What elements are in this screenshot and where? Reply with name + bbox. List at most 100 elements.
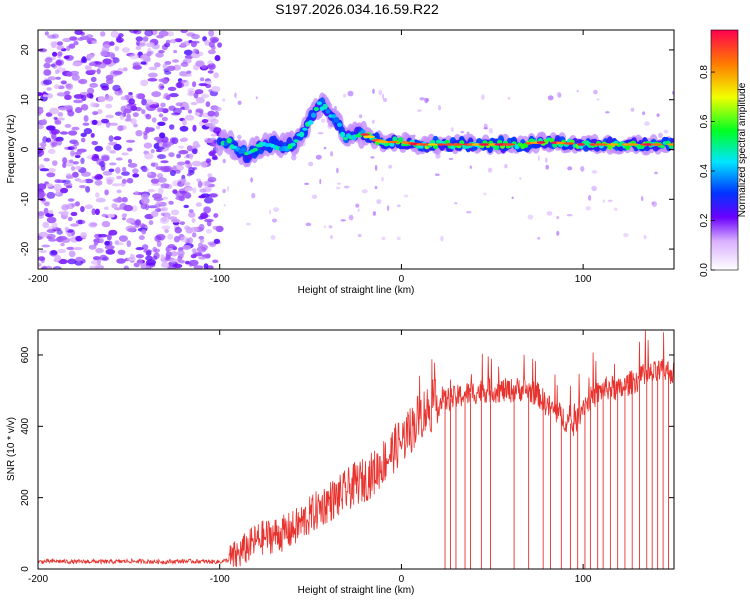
spectrogram-noise-cell bbox=[184, 160, 191, 165]
spectrogram-noise-cell bbox=[72, 62, 82, 67]
spectrogram-noise-cell bbox=[72, 161, 79, 165]
spectrogram-noise-cell bbox=[92, 111, 99, 116]
spectrogram-noise-cell bbox=[138, 40, 146, 47]
spectrogram-noise-cell bbox=[109, 162, 117, 166]
spectrogram-noise-cell bbox=[158, 83, 165, 91]
spectrogram-noise-cell bbox=[177, 249, 185, 257]
spectrogram-noise-cell bbox=[135, 254, 144, 259]
spectrogram-noise-cell bbox=[160, 254, 165, 260]
colorbar-frame bbox=[710, 29, 739, 271]
spectrogram-noise-cell bbox=[56, 45, 65, 51]
spectrogram-noise-cell bbox=[80, 232, 87, 239]
spectrogram-noise-cell bbox=[371, 119, 375, 124]
spectrogram-noise-cell bbox=[95, 197, 106, 203]
spectrogram-noise-cell bbox=[100, 31, 106, 37]
spectrogram-ridge-peak bbox=[471, 143, 483, 146]
spectrogram-noise-cell bbox=[173, 49, 178, 54]
spectrogram-noise-cell bbox=[74, 154, 81, 159]
spectrogram-noise-cell bbox=[87, 40, 92, 45]
spectrogram-noise-cell bbox=[120, 96, 127, 100]
spectrogram-noise-cell bbox=[147, 78, 158, 82]
spectrogram-noise-cell bbox=[165, 39, 171, 45]
spectrogram-ridge-peak bbox=[577, 143, 585, 146]
spectrogram-ridge-cell bbox=[340, 131, 346, 138]
spectrogram-noise-cell bbox=[57, 51, 63, 57]
spectrogram-noise-cell bbox=[90, 40, 98, 45]
spectrogram-noise-cell bbox=[205, 229, 212, 234]
spectrogram-noise-cell bbox=[93, 241, 98, 246]
spectrogram-noise-cell bbox=[91, 140, 98, 146]
spectrogram-noise-cell bbox=[135, 45, 142, 51]
spectrogram-noise-cell bbox=[656, 113, 660, 118]
spectrogram-noise-cell bbox=[641, 196, 644, 202]
spectrogram-noise-cell bbox=[386, 205, 390, 211]
spectrogram-noise-cell bbox=[172, 189, 178, 195]
spectrogram-noise-cell bbox=[100, 50, 108, 57]
spectrogram-ridge-peak bbox=[363, 135, 376, 139]
spectrogram-noise-cell bbox=[255, 96, 258, 100]
spectrogram-noise-cell bbox=[158, 50, 165, 54]
snr-ytick-label: 0 bbox=[20, 566, 31, 572]
spectrogram-noise-cell bbox=[179, 259, 186, 264]
spectrogram-noise-cell bbox=[546, 211, 553, 216]
spectrogram-noise-cell bbox=[192, 148, 198, 155]
spectrogram-noise-cell bbox=[343, 185, 350, 189]
spectrogram-noise-cell bbox=[417, 109, 422, 112]
spectrogram-noise-cell bbox=[46, 125, 56, 131]
spectrogram-noise-cell bbox=[195, 144, 201, 148]
colorbar-tick-label: 0.4 bbox=[699, 164, 710, 178]
spectrogram-noise-cell bbox=[80, 206, 85, 213]
spectrogram-ridge-cell bbox=[252, 147, 258, 152]
spectrogram-noise-cell bbox=[39, 191, 46, 197]
spectrogram-noise-cell bbox=[237, 134, 242, 140]
spectrogram-noise-cell bbox=[187, 87, 195, 93]
spectrogram-noise-cell bbox=[212, 259, 219, 264]
spectrogram-noise-cell bbox=[60, 80, 67, 85]
snr-series-line bbox=[38, 330, 674, 568]
spectrogram-noise-cell bbox=[169, 137, 176, 143]
spectrogram-noise-cell bbox=[203, 206, 212, 214]
spectrogram-noise-cell bbox=[109, 150, 116, 154]
spectrogram-noise-cell bbox=[132, 112, 139, 118]
spectrogram-xtick-label: -200 bbox=[28, 274, 48, 285]
spectrogram-noise-cell bbox=[46, 172, 56, 178]
spectrogram-noise-cell bbox=[481, 94, 485, 100]
spectrogram-noise-cell bbox=[104, 245, 115, 250]
spectrogram-noise-cell bbox=[51, 133, 57, 140]
spectrogram-noise-cell bbox=[576, 90, 579, 93]
spectrogram-noise-cell bbox=[207, 110, 216, 117]
spectrogram-noise-cell bbox=[146, 51, 152, 57]
spectrogram-noise-cell bbox=[57, 41, 63, 46]
snr-plot-area bbox=[38, 330, 674, 569]
spectrogram-noise-cell bbox=[184, 192, 192, 199]
spectrogram-noise-cell bbox=[105, 103, 113, 109]
spectrogram-ridge-cell bbox=[389, 142, 395, 147]
spectrogram-noise-cell bbox=[52, 51, 58, 57]
spectrogram-noise-cell bbox=[91, 119, 98, 125]
spectrogram-noise-cell bbox=[110, 30, 119, 38]
spectrogram-ridge-cell bbox=[398, 137, 404, 143]
spectrogram-noise-cell bbox=[75, 235, 83, 242]
spectrogram-noise-cell bbox=[108, 122, 119, 126]
spectrogram-noise-cell bbox=[91, 208, 96, 216]
spectrogram-noise-cell bbox=[146, 259, 156, 266]
spectrogram-noise-cell bbox=[199, 188, 207, 193]
spectrogram-noise-cell bbox=[128, 98, 135, 105]
spectrogram-noise-cell bbox=[108, 168, 115, 173]
spectrogram-ridge-peak bbox=[607, 143, 619, 146]
spectrogram-noise-cell bbox=[591, 185, 597, 191]
spectrogram-noise-cell bbox=[357, 233, 362, 238]
spectrogram-noise-cell bbox=[204, 39, 211, 46]
spectrogram-noise-cell bbox=[141, 165, 148, 173]
spectrogram-noise-cell bbox=[208, 30, 215, 37]
spectrogram-noise-cell bbox=[547, 95, 554, 101]
spectrogram-noise-cell bbox=[207, 49, 216, 55]
spectrogram-noise-cell bbox=[169, 258, 178, 263]
spectrogram-noise-cell bbox=[330, 151, 333, 157]
spectrogram-ridge-layer bbox=[215, 92, 674, 168]
spectrogram-noise-cell bbox=[99, 161, 106, 168]
spectrogram-noise-cell bbox=[152, 246, 158, 253]
spectrogram-noise-cell bbox=[169, 93, 179, 98]
spectrogram-noise-cell bbox=[90, 102, 97, 108]
